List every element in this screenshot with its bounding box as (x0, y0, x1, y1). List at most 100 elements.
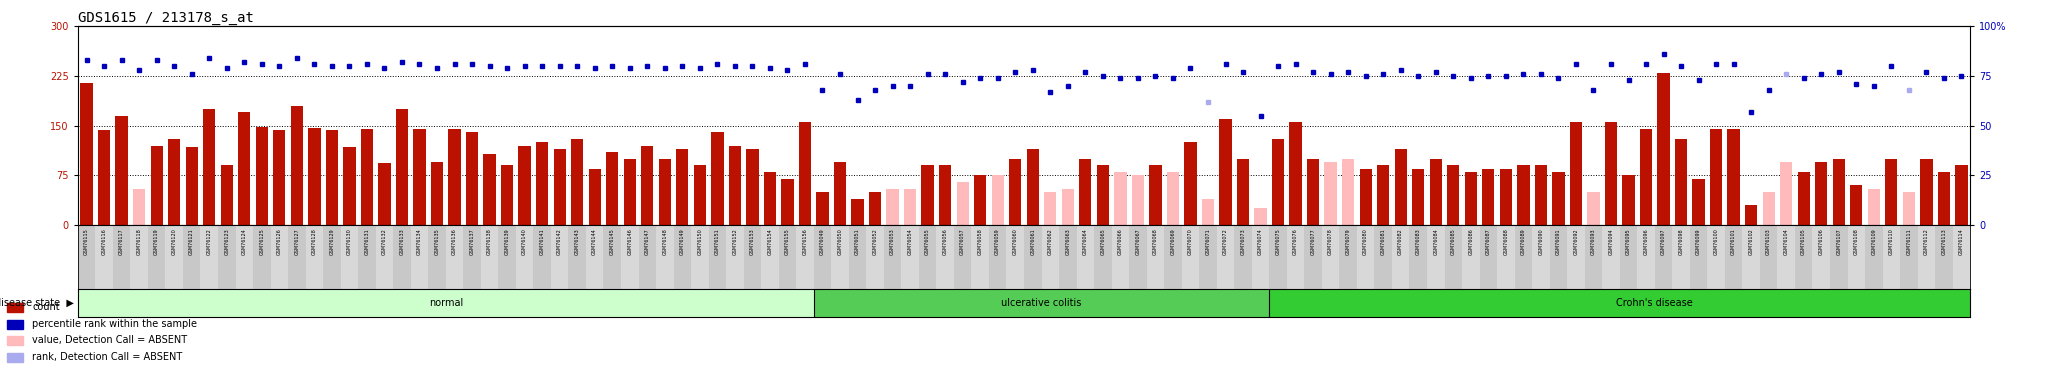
Bar (1235, 225, 1251, 289)
Text: GSM76072: GSM76072 (1223, 228, 1229, 255)
Text: GSM76074: GSM76074 (1257, 228, 1264, 255)
Bar (6, 320, 23, 329)
Bar (797, 225, 813, 289)
Bar (446, 225, 463, 289)
Bar (1622, 176, 1634, 225)
Bar (1886, 159, 1896, 225)
Text: GSM76133: GSM76133 (399, 228, 403, 255)
Bar (975, 176, 987, 225)
Bar (516, 225, 532, 289)
Bar (166, 225, 182, 289)
Bar (270, 225, 289, 289)
Bar (1393, 225, 1409, 289)
Bar (694, 165, 707, 225)
Text: GSM76062: GSM76062 (1049, 228, 1053, 255)
Bar (588, 169, 600, 225)
Bar (1587, 192, 1599, 225)
Text: GSM76082: GSM76082 (1399, 228, 1403, 255)
Text: GSM76155: GSM76155 (784, 228, 791, 255)
Bar (655, 225, 674, 289)
Bar (518, 146, 530, 225)
Bar (152, 146, 162, 225)
Bar (922, 165, 934, 225)
Text: GSM76115: GSM76115 (84, 228, 88, 255)
Bar (569, 225, 586, 289)
Bar (1270, 289, 2040, 317)
Bar (1833, 159, 1845, 225)
Bar (1534, 165, 1546, 225)
Bar (1219, 119, 1231, 225)
Bar (449, 129, 461, 225)
Text: GSM76066: GSM76066 (1118, 228, 1122, 255)
Bar (186, 147, 199, 225)
Bar (621, 225, 639, 289)
Bar (1059, 225, 1077, 289)
Bar (414, 129, 426, 225)
Text: GSM76092: GSM76092 (1573, 228, 1579, 255)
Text: GSM76117: GSM76117 (119, 228, 125, 255)
Bar (1567, 225, 1585, 289)
Text: GSM76132: GSM76132 (383, 228, 387, 255)
Bar (1286, 225, 1305, 289)
Bar (813, 225, 831, 289)
Bar (639, 225, 655, 289)
Bar (1516, 225, 1532, 289)
Bar (866, 225, 885, 289)
Bar (6, 353, 23, 362)
Text: Crohn's disease: Crohn's disease (1616, 298, 1694, 308)
Bar (1006, 225, 1024, 289)
Bar (1358, 225, 1374, 289)
Bar (6, 336, 23, 345)
Bar (236, 225, 254, 289)
Text: GSM76057: GSM76057 (961, 228, 965, 255)
Text: GSM76122: GSM76122 (207, 228, 211, 255)
Bar (868, 192, 881, 225)
Bar (272, 130, 285, 225)
Bar (1585, 225, 1602, 289)
Bar (1952, 225, 1970, 289)
Text: GSM76124: GSM76124 (242, 228, 246, 255)
Text: GSM76078: GSM76078 (1329, 228, 1333, 255)
Text: GSM76105: GSM76105 (1802, 228, 1806, 255)
Bar (1270, 225, 1286, 289)
Bar (586, 225, 604, 289)
Bar (1133, 176, 1145, 225)
Bar (412, 225, 428, 289)
Bar (1341, 159, 1354, 225)
Bar (532, 225, 551, 289)
Bar (78, 289, 813, 317)
Bar (1710, 129, 1722, 225)
Bar (1831, 225, 1847, 289)
Bar (1778, 225, 1794, 289)
Bar (305, 225, 324, 289)
Bar (1444, 225, 1462, 289)
Bar (217, 225, 236, 289)
Text: GSM76054: GSM76054 (907, 228, 913, 255)
Bar (727, 225, 743, 289)
Bar (1149, 165, 1161, 225)
Bar (1255, 209, 1266, 225)
Bar (1305, 225, 1321, 289)
Text: GSM76051: GSM76051 (856, 228, 860, 255)
Bar (729, 146, 741, 225)
Bar (1077, 225, 1094, 289)
Text: GSM76059: GSM76059 (995, 228, 999, 255)
Bar (1061, 189, 1073, 225)
Bar (1497, 225, 1516, 289)
Bar (1901, 225, 1917, 289)
Text: GSM76138: GSM76138 (487, 228, 492, 255)
Text: GSM76136: GSM76136 (453, 228, 457, 255)
Bar (498, 225, 516, 289)
Bar (1376, 165, 1389, 225)
Bar (1202, 198, 1214, 225)
Bar (1692, 178, 1704, 225)
Bar (834, 162, 846, 225)
Bar (393, 225, 412, 289)
Bar (1763, 192, 1776, 225)
Bar (1868, 189, 1880, 225)
Text: GSM76113: GSM76113 (1942, 228, 1946, 255)
Bar (764, 172, 776, 225)
Text: GSM76120: GSM76120 (172, 228, 176, 255)
Text: GSM76098: GSM76098 (1679, 228, 1683, 255)
Bar (1847, 225, 1866, 289)
